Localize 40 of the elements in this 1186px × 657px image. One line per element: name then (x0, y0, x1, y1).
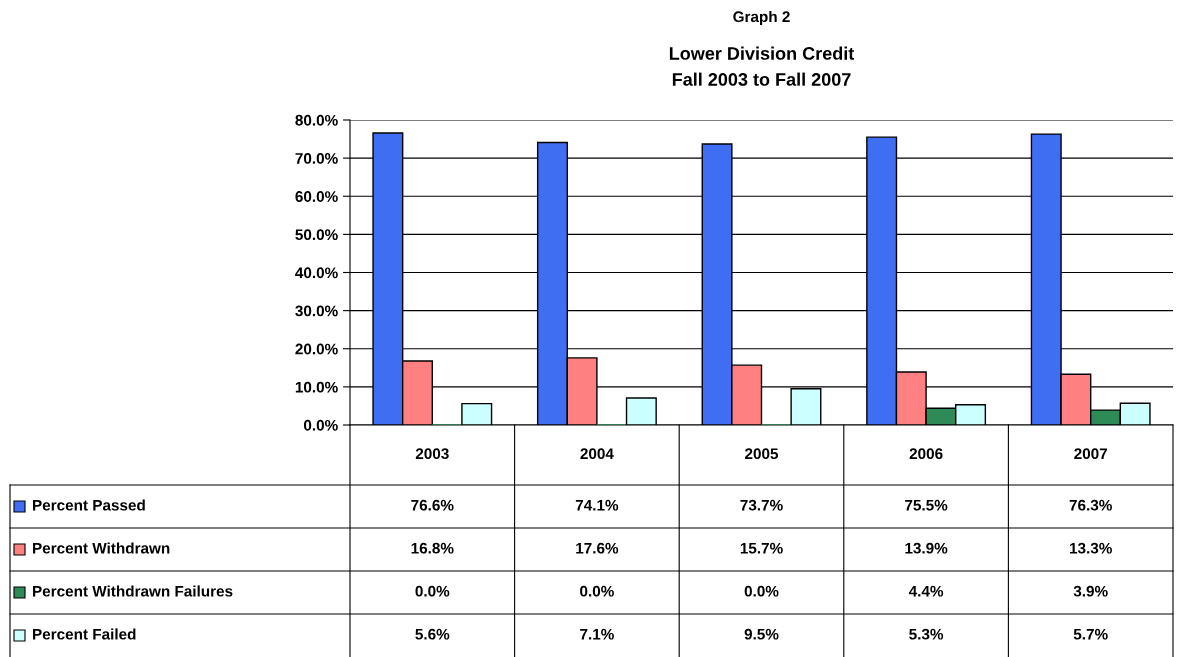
data-label: 0.0% (415, 585, 450, 597)
y-tick-label: 80.0% (295, 114, 338, 126)
legend-label: Percent Withdrawn Failures (33, 585, 233, 597)
data-label: 5.3% (909, 628, 944, 640)
data-label: 5.7% (1073, 628, 1108, 640)
data-label: 7.1% (580, 628, 614, 640)
y-tick-label: 30.0% (295, 305, 338, 317)
data-label: 13.3% (1070, 542, 1112, 554)
y-tick-label: 10.0% (295, 381, 338, 393)
y-tick-label: 40.0% (295, 267, 338, 279)
legend-label: Percent Passed (33, 499, 145, 511)
x-tick-label: 2007 (1074, 448, 1108, 460)
data-label: 3.9% (1073, 585, 1108, 597)
data-label: 0.0% (580, 585, 614, 597)
x-tick-label: 2004 (580, 448, 614, 460)
x-tick-label: 2006 (909, 448, 943, 460)
y-tick-label: 70.0% (295, 152, 338, 164)
data-label: 76.6% (411, 499, 454, 511)
y-tick-label: 60.0% (295, 191, 338, 202)
x-tick-label: 2003 (415, 448, 449, 460)
x-tick-label: 2005 (745, 448, 779, 460)
data-label: 74.1% (575, 499, 619, 511)
data-label: 13.9% (905, 542, 948, 554)
data-label: 9.5% (744, 628, 779, 640)
data-label: 4.4% (908, 585, 944, 597)
data-label: 73.7% (740, 499, 783, 511)
y-tick-label: 50.0% (295, 229, 338, 241)
data-label: 0.0% (744, 585, 779, 597)
data-label: 15.7% (740, 542, 783, 554)
chart-title: Graph 2 (733, 10, 790, 26)
y-tick-label: 0.0% (303, 419, 338, 431)
data-label: 76.3% (1069, 499, 1112, 511)
legend-label: Percent Failed (33, 628, 136, 640)
data-label: 17.6% (576, 542, 619, 554)
data-label: 75.5% (905, 499, 948, 511)
data-label: 16.8% (411, 542, 454, 554)
y-tick-label: 20.0% (295, 343, 338, 355)
data-label: 5.6% (415, 628, 450, 640)
chart-subtitle: Lower Division Credit Fall 2003 to Fall 2007 (669, 46, 855, 86)
legend-label: Percent Withdrawn (33, 542, 170, 554)
